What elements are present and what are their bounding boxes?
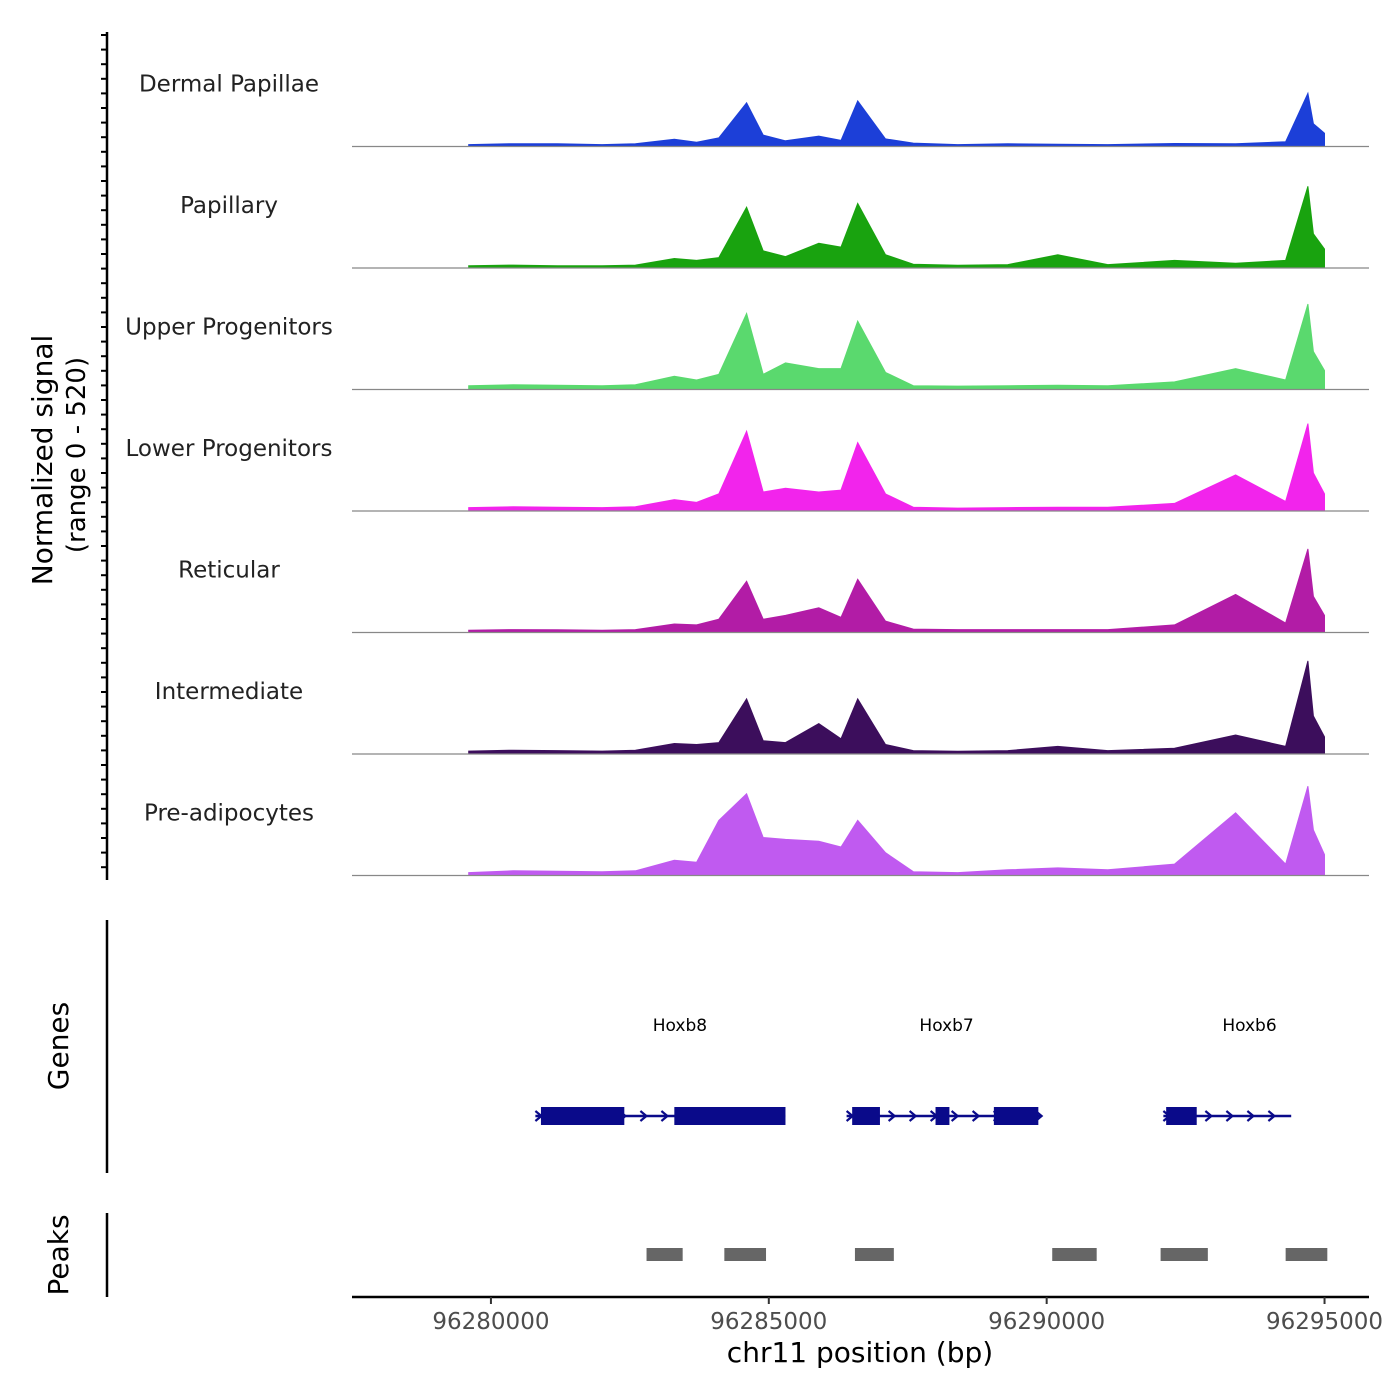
exon: [674, 1107, 786, 1125]
strand-arrow: [887, 1110, 897, 1122]
coverage-area: [468, 660, 1325, 755]
peak-region: [724, 1248, 767, 1261]
exon: [1166, 1107, 1197, 1125]
genes-y-label: Genes: [42, 1002, 75, 1090]
strand-arrow: [1204, 1110, 1214, 1122]
track-label: Pre-adipocytes: [144, 801, 314, 827]
gene-label: Hoxb7: [919, 1016, 973, 1036]
exon: [993, 1107, 1039, 1125]
track-label: Intermediate: [155, 679, 303, 705]
track-label: Dermal Papillae: [139, 72, 319, 98]
coverage-y-axis: [101, 32, 109, 880]
track-lower-progenitors: Lower Progenitors: [126, 423, 1369, 512]
peak-region: [1285, 1248, 1328, 1261]
strand-arrow: [639, 1110, 649, 1122]
peaks-y-label: Peaks: [42, 1214, 75, 1295]
track-label: Lower Progenitors: [126, 436, 333, 462]
strand-arrow: [660, 1110, 670, 1122]
coverage-area: [468, 548, 1325, 633]
gene-label: Hoxb8: [653, 1016, 707, 1036]
strand-arrow: [1246, 1110, 1256, 1122]
coverage-area: [468, 303, 1325, 390]
strand-arrow: [908, 1110, 918, 1122]
track-intermediate: Intermediate: [155, 660, 1369, 755]
peak-region: [1052, 1248, 1097, 1261]
x-tick-label: 96295000: [1266, 1309, 1383, 1335]
peak-region: [854, 1248, 894, 1261]
exon: [852, 1107, 880, 1125]
coverage-area: [468, 423, 1325, 512]
track-reticular: Reticular: [178, 548, 1369, 634]
x-axis-ticks: 96280000 96285000 96290000 96295000: [432, 1297, 1383, 1335]
x-axis-title: chr11 position (bp): [727, 1336, 993, 1369]
coverage-area: [468, 786, 1325, 876]
track-label: Reticular: [178, 558, 280, 584]
coverage-y-label-line2: (range 0 - 520): [62, 357, 92, 553]
track-label: Papillary: [180, 193, 278, 219]
x-tick-label: 96280000: [432, 1309, 549, 1335]
gene-label: Hoxb6: [1222, 1016, 1276, 1036]
coverage-area: [468, 91, 1325, 147]
x-tick-label: 96285000: [710, 1309, 827, 1335]
x-tick-label: 96290000: [988, 1309, 1105, 1335]
exon: [935, 1107, 950, 1125]
peaks-track: [646, 1248, 1328, 1261]
exon: [540, 1107, 625, 1125]
peak-region: [1160, 1248, 1208, 1261]
coverage-tracks: Dermal Papillae Papillary Upper Progenitor…: [125, 72, 1369, 877]
strand-arrow: [950, 1110, 960, 1122]
track-pre-adipocytes: Pre-adipocytes: [144, 786, 1369, 877]
coverage-y-label-line1: Normalized signal: [26, 335, 59, 586]
strand-arrow: [1267, 1110, 1277, 1122]
track-upper-progenitors: Upper Progenitors: [125, 303, 1369, 391]
track-dermal-papillae: Dermal Papillae: [139, 72, 1369, 148]
strand-arrow: [971, 1110, 981, 1122]
track-papillary: Papillary: [180, 186, 1369, 269]
peak-region: [646, 1248, 683, 1261]
strand-arrow: [1225, 1110, 1235, 1122]
genes-track: Hoxb8 Hoxb7 Hoxb6: [534, 1016, 1292, 1125]
coverage-area: [468, 186, 1325, 269]
track-label: Upper Progenitors: [125, 315, 333, 341]
